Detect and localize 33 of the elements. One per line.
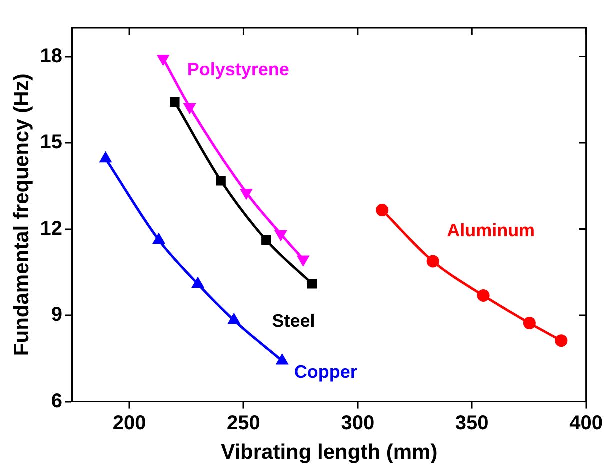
y-axis-title: Fundamental frequency (Hz): [10, 74, 34, 356]
point: [276, 354, 288, 365]
point: [240, 189, 252, 200]
x-tick-label: 400: [570, 412, 604, 434]
series-label: Copper: [294, 362, 358, 382]
point: [307, 279, 318, 289]
point: [275, 230, 287, 240]
x-tick-label: 300: [341, 412, 375, 434]
point: [555, 334, 568, 348]
point: [228, 314, 240, 324]
y-tick-label: 12: [40, 218, 62, 240]
point: [170, 97, 180, 107]
point: [426, 255, 440, 268]
point: [184, 103, 196, 114]
series-label: Aluminum: [447, 220, 536, 240]
x-tick-label: 350: [455, 412, 489, 434]
point: [262, 235, 272, 245]
point: [298, 256, 309, 266]
point: [523, 317, 536, 330]
y-tick-label: 9: [51, 304, 62, 326]
point: [376, 204, 389, 217]
y-tick-label: 18: [40, 45, 62, 68]
point: [158, 55, 169, 66]
y-tick-label: 6: [51, 390, 62, 412]
series-label: Polystyrene: [187, 60, 290, 80]
x-axis-title: Vibrating length (mm): [221, 441, 438, 464]
x-tick-label: 250: [227, 412, 260, 434]
series-label: Steel: [272, 310, 316, 331]
point: [192, 278, 204, 288]
point: [216, 176, 226, 186]
y-tick-label: 15: [40, 132, 62, 154]
point: [477, 289, 490, 302]
x-tick-label: 200: [112, 412, 146, 434]
